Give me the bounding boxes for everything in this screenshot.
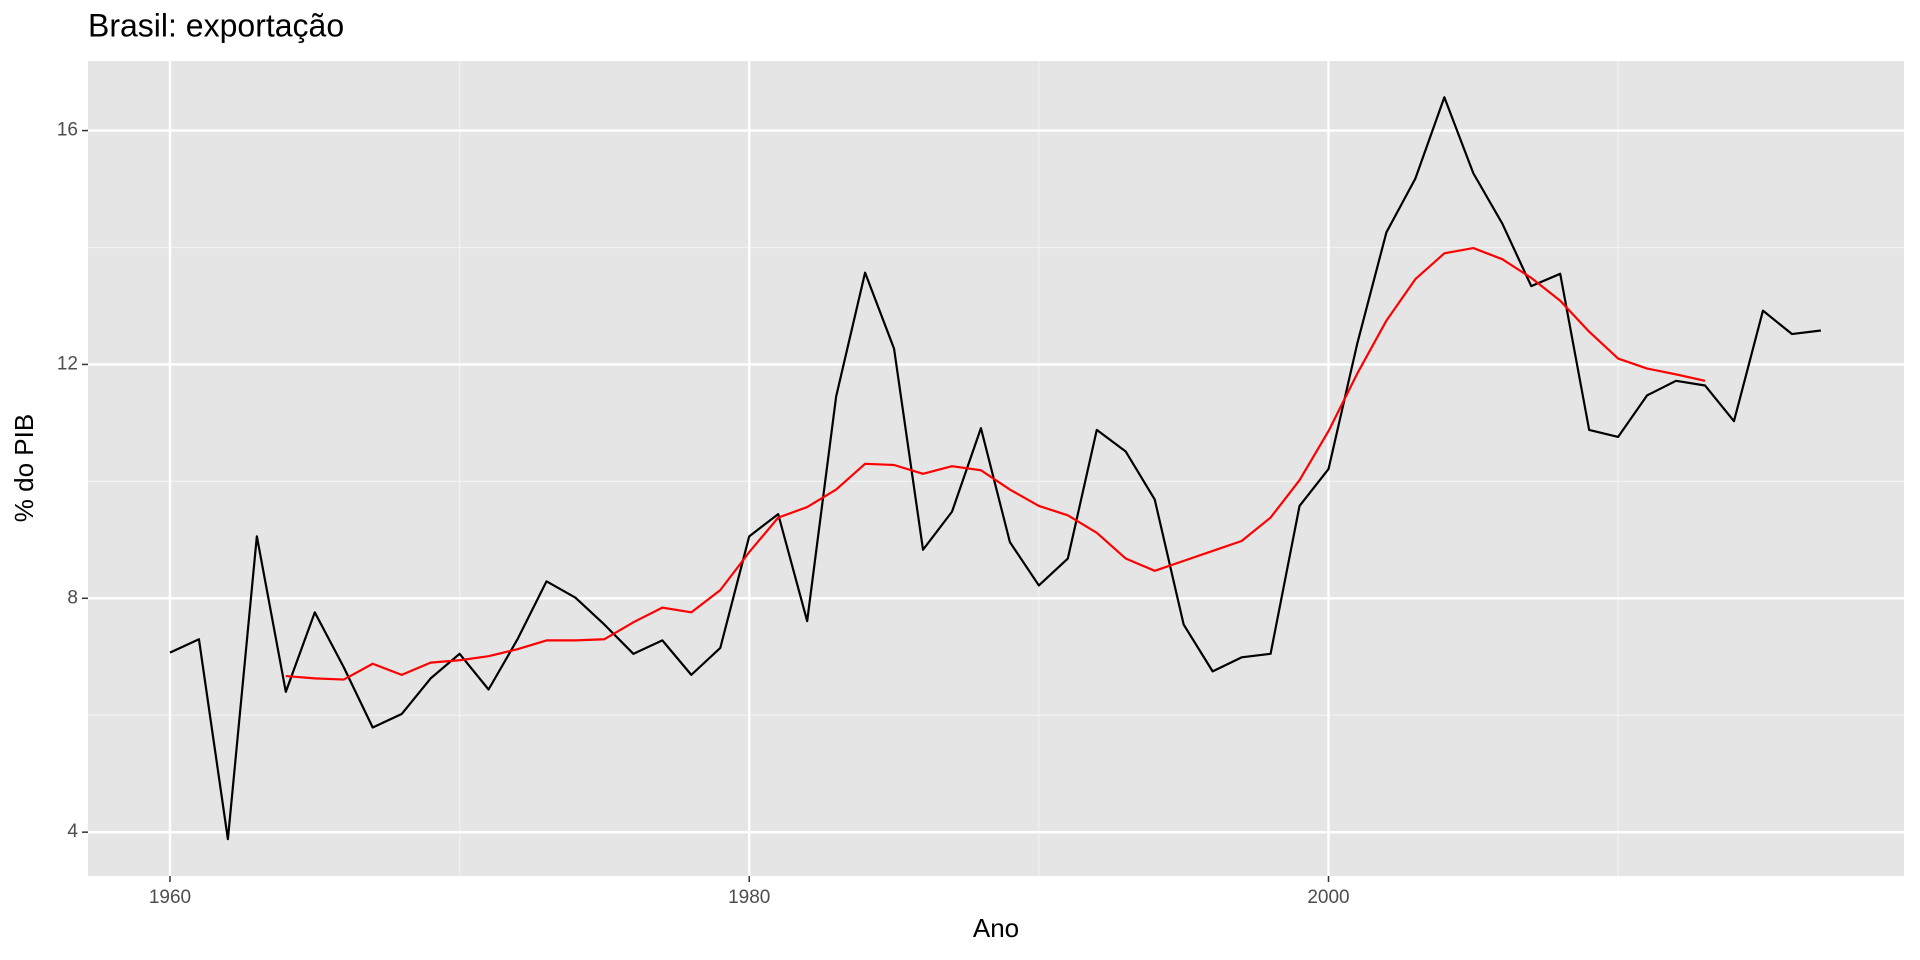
y-axis-label: % do PIB — [9, 414, 39, 522]
x-tick-label: 2000 — [1307, 887, 1349, 908]
plot-panel — [88, 61, 1904, 876]
y-tick-label: 4 — [67, 821, 78, 842]
data-line — [169, 96, 1822, 841]
x-axis-label: Ano — [973, 913, 1019, 943]
x-tick-label: 1980 — [728, 887, 770, 908]
y-tick-label: 12 — [57, 353, 78, 374]
data-line — [285, 246, 1706, 681]
y-tick-label: 8 — [67, 587, 78, 608]
x-tick-label: 1960 — [149, 887, 191, 908]
chart-title: Brasil: exportação — [88, 7, 344, 43]
y-tick-label: 16 — [57, 120, 78, 141]
